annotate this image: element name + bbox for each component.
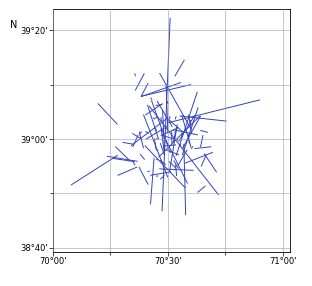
Text: N: N bbox=[11, 20, 18, 30]
